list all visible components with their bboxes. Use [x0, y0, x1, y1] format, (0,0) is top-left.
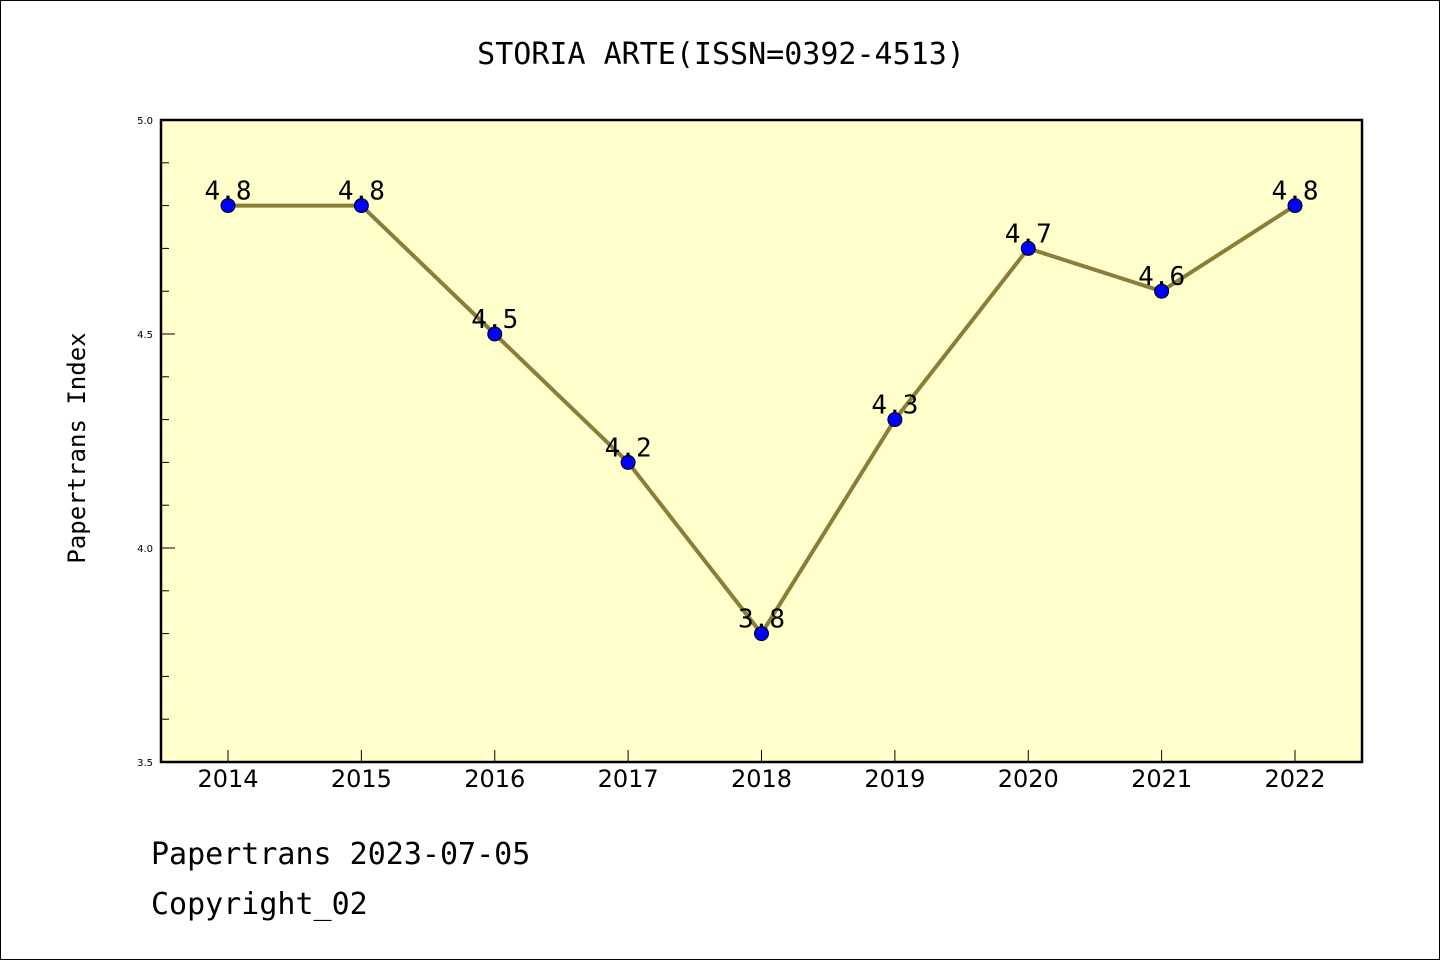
data-point [1020, 240, 1036, 256]
data-point [220, 198, 236, 214]
data-point [887, 412, 903, 428]
data-label: 4.5 [471, 305, 518, 335]
data-point [353, 198, 369, 214]
footer-copyright: Copyright_02 [151, 887, 368, 922]
x-tick-label: 2016 [464, 765, 525, 793]
y-tick-label: 4.0 [137, 544, 153, 555]
y-tick-label: 5.0 [137, 116, 153, 127]
data-label: 4.3 [871, 391, 918, 421]
x-tick-label: 2020 [998, 765, 1059, 793]
x-tick-label: 2021 [1131, 765, 1192, 793]
data-label: 4.6 [1138, 262, 1185, 292]
y-tick-label: 4.5 [137, 330, 153, 341]
data-label: 3.8 [738, 605, 785, 635]
y-axis-label: Papertrans Index [63, 332, 91, 563]
data-point [620, 454, 636, 470]
data-label: 4.8 [205, 177, 252, 207]
data-label: 4.8 [338, 177, 385, 207]
x-tick-label: 2015 [331, 765, 392, 793]
x-axis: 2014 2015 2016 2017 2018 2019 2020 2021 2022 [197, 750, 1326, 793]
data-labels: 4.8 4.8 4.5 4.2 3.8 4.3 4.7 4.6 4.8 [205, 177, 1319, 635]
data-point [487, 326, 503, 342]
data-label: 4.2 [605, 433, 652, 463]
series-group [220, 198, 1303, 642]
data-label: 4.8 [1272, 177, 1319, 207]
data-point [1287, 198, 1303, 214]
data-point [1154, 283, 1170, 299]
x-tick-label: 2019 [864, 765, 925, 793]
x-tick-label: 2018 [731, 765, 792, 793]
footer-date: Papertrans 2023-07-05 [151, 837, 531, 872]
x-tick-label: 2022 [1264, 765, 1325, 793]
y-tick-label: 3.5 [137, 758, 153, 769]
data-label: 4.7 [1005, 219, 1052, 249]
data-point [754, 626, 769, 642]
plot-area [159, 118, 1364, 764]
chart-title: STORIA ARTE(ISSN=0392-4513) [477, 37, 965, 72]
x-tick-label: 2014 [197, 765, 258, 793]
y-axis: 3.5 4.0 4.5 5.0 [137, 116, 175, 769]
x-tick-label: 2017 [598, 765, 659, 793]
